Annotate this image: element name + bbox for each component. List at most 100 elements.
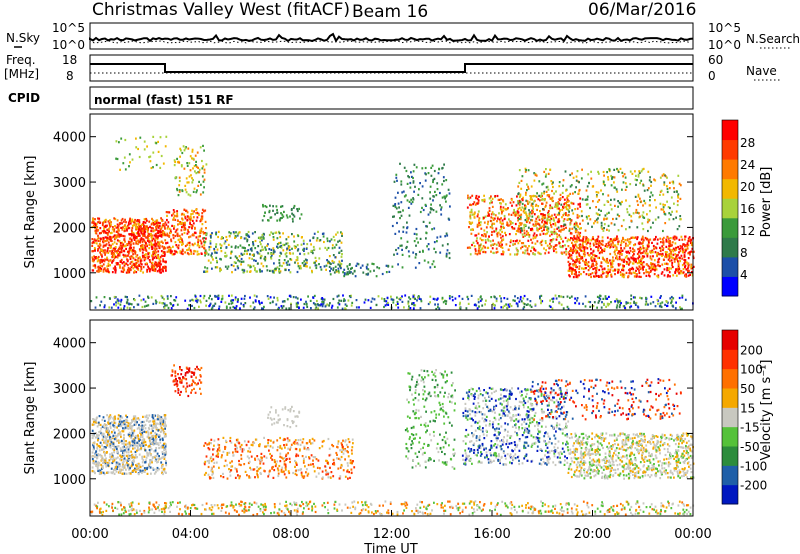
- echo-cell: [412, 197, 414, 200]
- echo-cell: [634, 236, 637, 239]
- echo-cell: [283, 210, 285, 213]
- echo-cell: [282, 243, 285, 246]
- echo-cell: [190, 213, 192, 216]
- echo-cell: [234, 268, 237, 271]
- echo-cell: [565, 189, 567, 192]
- echo-cell: [123, 156, 126, 159]
- echo-cell: [429, 191, 431, 194]
- echo-cell: [143, 225, 145, 228]
- echo-cell: [189, 221, 191, 224]
- echo-cell: [136, 445, 139, 448]
- echo-cell: [247, 264, 250, 267]
- echo-cell: [619, 303, 621, 306]
- echo-cell: [135, 240, 137, 243]
- echo-cell: [399, 298, 402, 301]
- echo-cell: [158, 262, 161, 265]
- echo-cell: [397, 263, 399, 266]
- echo-cell: [166, 227, 169, 230]
- echo-cell: [278, 255, 281, 258]
- echo-cell: [153, 263, 156, 266]
- echo-cell: [519, 218, 522, 221]
- echo-cell: [166, 246, 169, 249]
- echo-cell: [554, 244, 557, 247]
- echo-cell: [188, 236, 190, 239]
- echo-cell: [118, 235, 121, 238]
- echo-cell: [564, 202, 567, 205]
- echo-cell: [594, 275, 596, 278]
- echo-cell: [437, 172, 440, 175]
- echo-cell: [165, 223, 168, 226]
- echo-cell: [128, 233, 131, 236]
- echo-cell: [260, 237, 263, 240]
- echo-cell: [265, 205, 268, 209]
- echo-cell: [556, 213, 559, 216]
- echo-cell: [224, 301, 227, 304]
- echo-cell: [133, 265, 136, 268]
- echo-cell: [535, 223, 537, 226]
- echo-cell: [154, 240, 157, 243]
- echo-cell: [567, 245, 570, 248]
- echo-cell: [300, 267, 302, 270]
- echo-cell: [576, 234, 579, 237]
- echo-cell: [281, 205, 284, 208]
- echo-cell: [659, 253, 661, 256]
- echo-cell: [671, 244, 673, 247]
- echo-cell: [690, 263, 693, 266]
- echo-cell: [227, 243, 230, 246]
- echo-cell: [295, 296, 297, 299]
- echo-cell: [147, 295, 149, 298]
- echo-cell: [429, 266, 432, 269]
- echo-cell: [536, 240, 539, 243]
- echo-cell: [477, 210, 480, 213]
- echo-cell: [642, 268, 644, 271]
- echo-cell: [241, 253, 244, 256]
- echo-cell: [306, 243, 309, 246]
- echo-cell: [570, 295, 573, 298]
- echo-cell: [646, 189, 649, 192]
- echo-cell: [547, 210, 550, 213]
- echo-cell: [123, 227, 126, 230]
- echo-cell: [116, 465, 119, 468]
- echo-cell: [610, 265, 613, 268]
- echo-cell: [682, 249, 684, 252]
- echo-cell: [430, 174, 433, 177]
- echo-cell: [172, 304, 175, 307]
- echo-cell: [141, 248, 144, 251]
- echo-cell: [176, 161, 179, 164]
- echo-cell: [617, 229, 620, 232]
- echo-cell: [603, 258, 606, 261]
- echo-cell: [234, 261, 237, 264]
- echo-cell: [179, 237, 182, 240]
- echo-cell: [142, 266, 145, 269]
- echo-cell: [580, 177, 583, 180]
- echo-cell: [539, 233, 542, 236]
- echo-cell: [570, 184, 573, 187]
- echo-cell: [641, 256, 644, 259]
- echo-cell: [127, 254, 129, 257]
- echo-cell: [97, 434, 99, 437]
- echo-cell: [664, 213, 667, 216]
- echo-cell: [195, 191, 198, 194]
- echo-cell: [142, 298, 145, 301]
- echo-cell: [629, 260, 632, 264]
- echo-cell: [436, 236, 439, 239]
- echo-cell: [571, 202, 573, 205]
- echo-cell: [262, 248, 265, 251]
- echo-cell: [329, 240, 331, 243]
- echo-cell: [649, 255, 652, 258]
- echo-cell: [575, 275, 578, 279]
- echo-cell: [184, 188, 187, 191]
- echo-cell: [341, 307, 344, 310]
- echo-cell: [211, 252, 213, 255]
- echo-cell: [518, 300, 521, 303]
- echo-cell: [580, 249, 583, 252]
- echo-cell: [187, 193, 190, 196]
- echo-cell: [282, 262, 285, 265]
- echo-cell: [614, 186, 616, 189]
- echo-cell: [338, 239, 341, 242]
- echo-cell: [642, 237, 644, 240]
- echo-cell: [121, 267, 124, 270]
- echo-cell: [515, 211, 517, 214]
- echo-cell: [554, 231, 557, 234]
- echo-cell: [689, 241, 692, 244]
